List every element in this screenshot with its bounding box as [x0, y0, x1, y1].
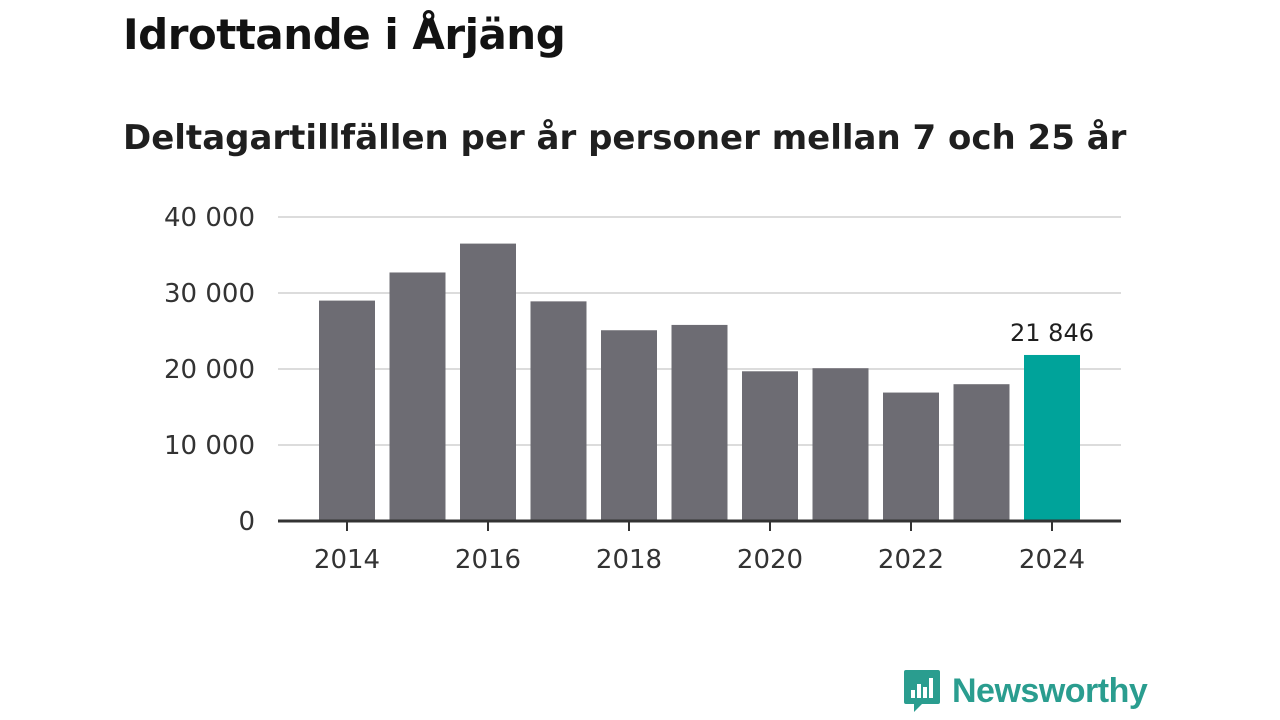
bar-2017 — [530, 301, 587, 521]
y-tick-label: 30 000 — [164, 279, 255, 309]
x-tick-label: 2016 — [455, 545, 521, 575]
bar-2022 — [883, 392, 939, 521]
bar-2016 — [460, 243, 516, 521]
x-tick-label: 2024 — [1019, 545, 1085, 575]
y-tick-label: 10 000 — [164, 431, 255, 461]
y-tick-label: 0 — [238, 507, 255, 537]
x-tick-label: 2022 — [878, 545, 944, 575]
bar-2024 — [1024, 354, 1080, 521]
x-tick-label: 2020 — [737, 545, 803, 575]
y-tick-label: 20 000 — [164, 355, 255, 385]
chart-title: Idrottande i Årjäng — [123, 10, 566, 59]
x-tick-label: 2018 — [596, 545, 662, 575]
newsworthy-logo-text: Newsworthy — [952, 671, 1148, 710]
newsworthy-logo: Newsworthy — [902, 668, 1148, 714]
chart-subtitle: Deltagartillfällen per år personer mella… — [123, 118, 1127, 158]
bar-2018 — [601, 330, 657, 521]
bar-2014 — [319, 300, 375, 521]
x-tick-label: 2014 — [314, 545, 380, 575]
bar-2015 — [389, 272, 446, 521]
bar-2021 — [812, 368, 869, 521]
bar-2023 — [953, 384, 1010, 521]
y-tick-label: 40 000 — [164, 203, 255, 233]
bar-2019 — [671, 324, 728, 521]
bar-2020 — [742, 371, 798, 521]
newsworthy-logo-icon — [904, 670, 940, 712]
data-label: 21 846 — [1010, 319, 1094, 347]
